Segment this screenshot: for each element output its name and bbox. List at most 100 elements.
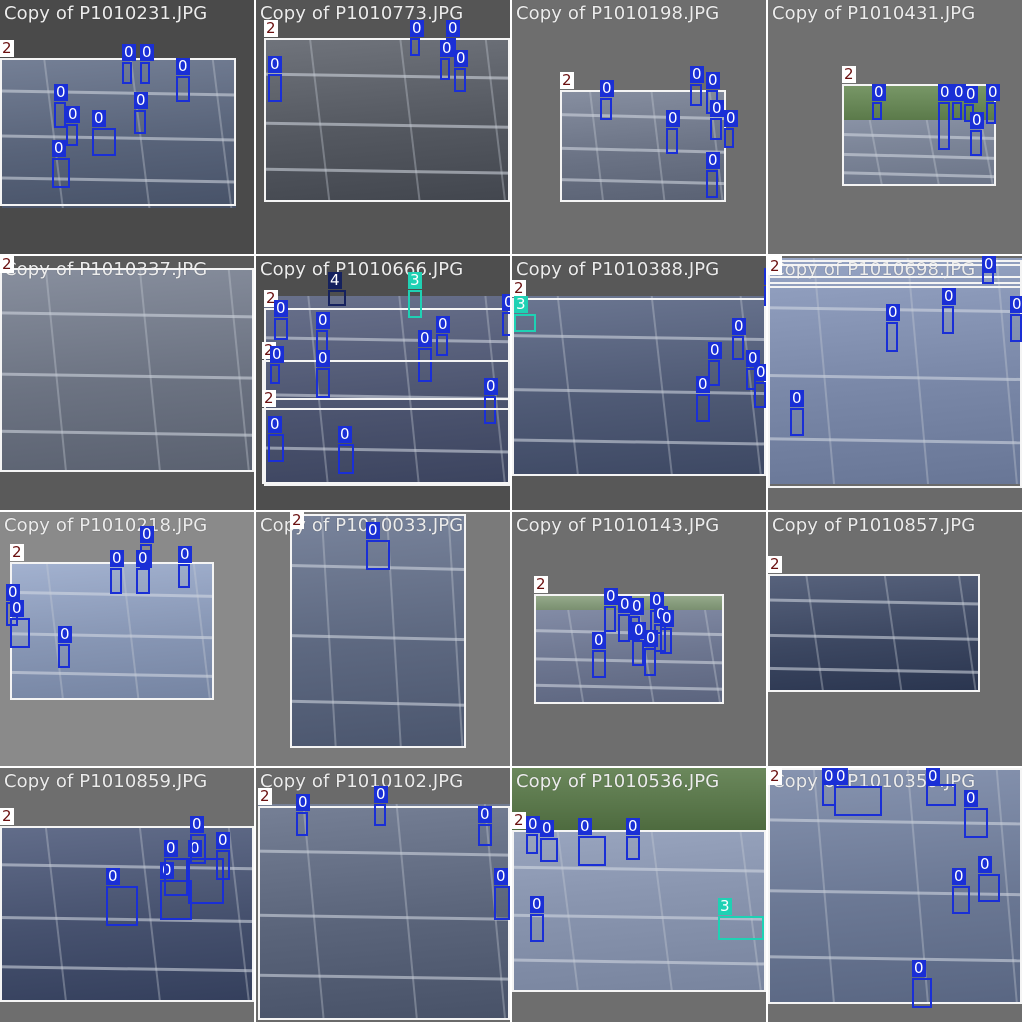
detection-box-class-0 (10, 618, 30, 648)
detection-box-class-0 (338, 444, 354, 474)
detection-box-class-0 (176, 76, 190, 102)
detection-class-label: 0 (952, 83, 966, 101)
detection-box-class-0 (926, 784, 956, 806)
detection-class-label: 0 (886, 303, 900, 321)
detection-box-class-0 (578, 836, 606, 866)
image-filename: Copy of P1010857.JPG (772, 515, 976, 536)
panel-frame-lines (0, 268, 254, 472)
detection-box-class-0 (886, 322, 898, 352)
detection-box-class-2 (534, 594, 724, 704)
detection-box-class-3 (408, 290, 422, 318)
image-tile: Copy of P1010218.JPG 2 0 0 0 0 0 0 0 (0, 512, 254, 766)
detection-box-class-0 (366, 540, 390, 570)
detection-box-class-0 (754, 382, 766, 408)
solar-panel-photo (266, 38, 510, 202)
detection-box-class-0 (164, 858, 188, 896)
detection-class-label: 0 (316, 349, 330, 367)
detection-box-class-0 (970, 130, 982, 156)
detection-box-class-2 (0, 58, 236, 206)
detection-class-label: 0 (494, 867, 508, 885)
detection-box-class-0 (942, 306, 954, 334)
detection-box-class-0 (454, 68, 466, 92)
detection-class-label: 0 (436, 315, 450, 333)
detection-box-class-0 (964, 808, 988, 838)
detection-box-class-0 (690, 84, 702, 106)
image-tile: Copy of P1010666.JPG 2 4 3 0 0 0 0 2 0 0 0 2 0 0 0 (256, 256, 510, 510)
image-filename: Copy of P1010231.JPG (4, 3, 208, 24)
image-filename: Copy of P1010102.JPG (260, 771, 464, 792)
detection-class-label: 0 (978, 855, 992, 873)
panel-frame-lines (512, 831, 766, 992)
detection-class-label: 0 (122, 43, 136, 61)
detection-class-label: 0 (366, 521, 380, 539)
detection-class-label: 0 (822, 768, 836, 785)
solar-panel-photo (258, 804, 510, 1018)
detection-class-label: 2 (0, 256, 14, 273)
detection-class-label: 0 (502, 294, 510, 311)
detection-class-label: 0 (926, 768, 940, 785)
detection-box-class-2 (512, 298, 766, 476)
detection-box-class-0 (632, 640, 644, 666)
solar-panel-photo (0, 826, 254, 1002)
detection-box-class-0 (296, 812, 308, 836)
detection-box-class-0 (644, 648, 656, 676)
solar-panel-photo (768, 574, 980, 692)
detection-class-label: 2 (768, 257, 782, 275)
detection-class-label: 0 (912, 959, 926, 977)
panel-frame-lines (768, 574, 980, 692)
detection-class-label: 0 (724, 109, 738, 127)
solar-panel-photo (512, 768, 766, 992)
detection-class-label: 0 (160, 861, 174, 879)
detection-class-label: 0 (942, 287, 956, 305)
panel-frame-lines (768, 258, 1022, 484)
detection-box-class-0 (708, 360, 720, 386)
image-tile: Copy of P1010536.JPG 2 0 0 0 0 0 3 (512, 768, 766, 1022)
detection-box-class-0 (122, 62, 132, 84)
detection-box-class-0 (530, 914, 544, 942)
detection-box-class-0 (106, 886, 138, 926)
image-tile: Copy of P1010102.JPG 2 0 0 0 0 (256, 768, 510, 1022)
detection-box-class-3 (514, 314, 536, 332)
detection-box-class-2 (768, 276, 1022, 488)
detection-class-label: 0 (964, 789, 978, 807)
detection-class-label: 2 (264, 19, 278, 37)
image-filename: Copy of P1010218.JPG (4, 515, 208, 536)
solar-panel-photo (560, 90, 726, 202)
detection-class-label: 3 (514, 295, 528, 313)
detection-box-class-2 (258, 806, 510, 1020)
detection-class-label: 0 (446, 19, 460, 37)
image-tile: Copy of P1010857.JPG 2 (768, 512, 1022, 766)
detection-class-label: 0 (190, 815, 204, 833)
detection-class-label: 0 (106, 867, 120, 885)
detection-box-class-0 (436, 334, 448, 356)
detection-class-label: 0 (418, 329, 432, 347)
panel-frame-lines (2, 58, 236, 208)
detection-class-label: 0 (338, 425, 352, 443)
detection-class-label: 2 (560, 71, 574, 89)
detection-box-class-2 (560, 90, 726, 202)
detection-box-class-0 (410, 38, 420, 56)
detection-class-label: 0 (136, 549, 150, 567)
detection-class-label: 0 (316, 311, 330, 329)
detection-class-label: 0 (540, 819, 554, 837)
image-tile: Copy of P1010698.JPG22200000 (768, 256, 1022, 510)
detection-box-class-0 (66, 124, 78, 146)
detection-class-label: 0 (708, 341, 722, 359)
detection-class-label: 0 (164, 839, 178, 857)
detection-class-label: 0 (410, 19, 424, 37)
detection-box-class-0 (706, 170, 718, 198)
image-tile: Copy of P1010198.JPG 2 0 0 0 0 0 0 0 (512, 0, 766, 254)
detection-class-label: 0 (650, 591, 664, 609)
detection-class-label: 0 (176, 57, 190, 75)
detection-class-label: 0 (872, 83, 886, 101)
detection-box-class-0 (92, 128, 116, 156)
detection-box-class-0 (526, 834, 538, 854)
detection-class-label: 0 (706, 151, 720, 169)
detection-box-class-2 (290, 514, 466, 748)
detection-box-class-0 (604, 606, 616, 632)
detection-box-class-0 (54, 102, 66, 128)
image-filename: Copy of P1010033.JPG (260, 515, 464, 536)
detection-class-label: 0 (274, 299, 288, 317)
detection-class-label: 0 (578, 817, 592, 835)
image-tile: Copy of P1010859.JPG 2 0 0 0 0 0 0 (0, 768, 254, 1022)
